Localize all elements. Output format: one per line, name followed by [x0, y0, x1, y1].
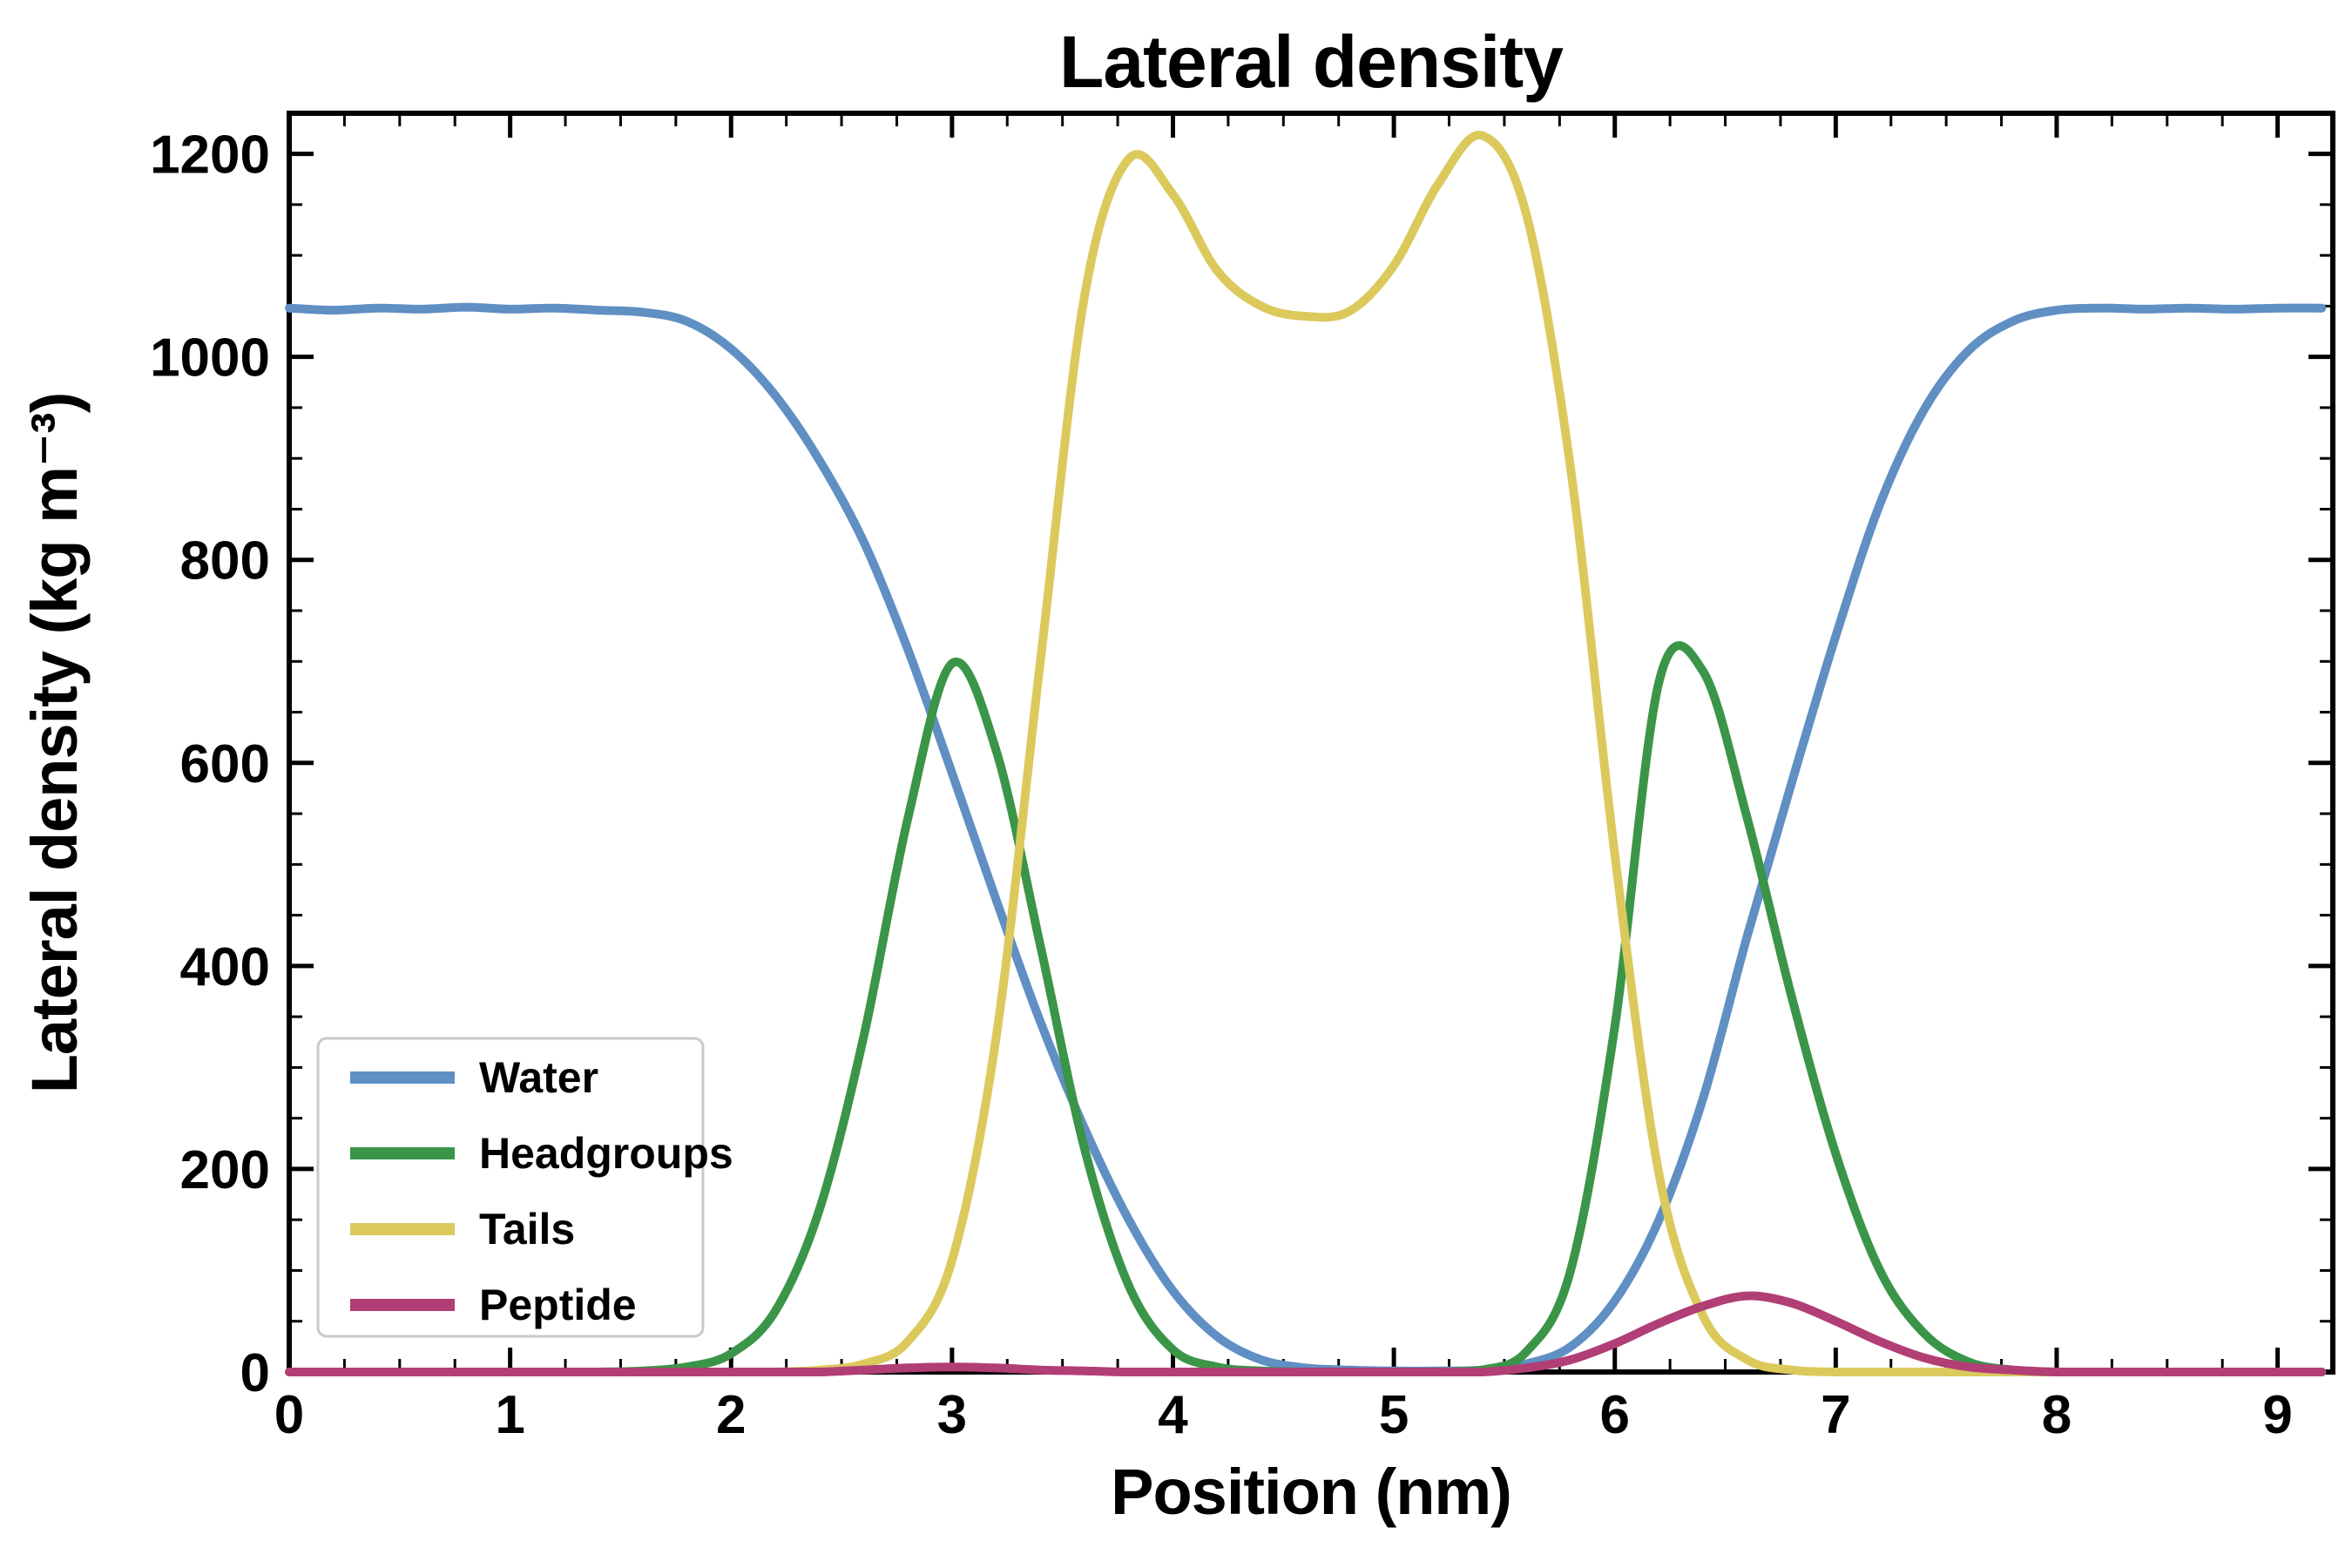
y-tick-label: 400: [180, 937, 270, 997]
axes: 0 1 2 3 4 5 6 7 8 9 0 200 400 600 800 1000 1200: [150, 111, 2335, 1445]
x-tick-label: 1: [495, 1385, 524, 1445]
y-tick-label: 1200: [150, 125, 270, 186]
x-tick-label: 4: [1158, 1385, 1188, 1445]
legend: Water Headgroups Tails Peptide: [316, 1037, 733, 1338]
legend-box: [316, 1037, 705, 1338]
y-tick-label: 200: [180, 1140, 270, 1200]
x-tick-label: 8: [2042, 1385, 2072, 1445]
x-tick-label: 6: [1599, 1385, 1629, 1445]
y-tick-label: 1000: [150, 328, 270, 389]
x-tick-label: 7: [1821, 1385, 1850, 1445]
x-tick-label: 3: [937, 1385, 967, 1445]
chart-title: Lateral density: [1059, 21, 1564, 103]
legend-label-peptide: Peptide: [479, 1281, 637, 1329]
legend-label-tails: Tails: [479, 1205, 575, 1254]
x-tick-label: 9: [2262, 1385, 2292, 1445]
x-axis-label: Position (nm): [1111, 1456, 1511, 1528]
legend-label-water: Water: [479, 1053, 598, 1102]
x-tick-label: 5: [1379, 1385, 1409, 1445]
series-curves: [285, 131, 2327, 1376]
x-tick-label: 2: [716, 1385, 746, 1445]
y-tick-label: 800: [180, 531, 270, 591]
y-axis-label: Lateral density (kg m⁻³): [18, 393, 91, 1094]
series-line-peptide: [285, 1291, 2327, 1376]
legend-label-headgroups: Headgroups: [479, 1129, 733, 1178]
y-tick-label: 600: [180, 734, 270, 794]
y-tick-label: 0: [240, 1343, 270, 1403]
x-tick-label: 0: [274, 1385, 304, 1445]
